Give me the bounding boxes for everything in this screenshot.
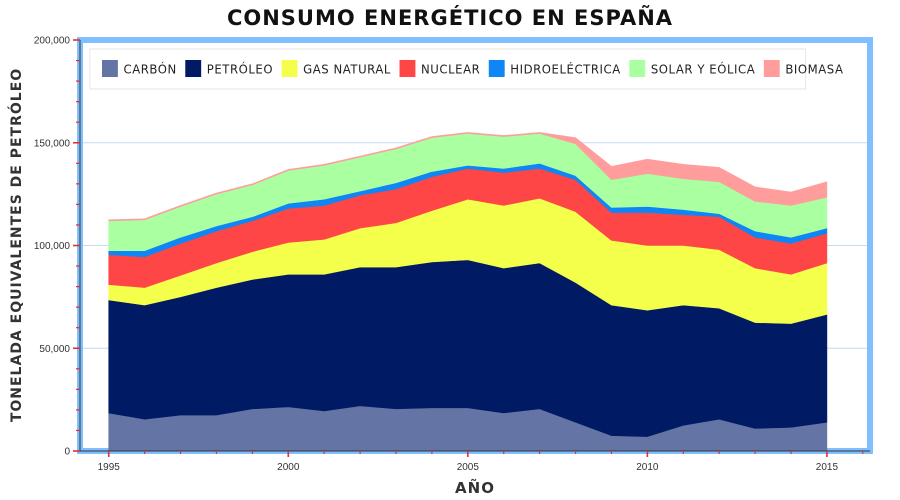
legend-swatch[interactable] (629, 60, 646, 77)
x-tick-label: 2005 (457, 462, 480, 473)
legend-label[interactable]: PETRÓLEO (207, 61, 273, 76)
y-tick-label: 0 (64, 447, 70, 458)
axes: 0 50,000 100,000 150,000 200,000 1995 2000 2005… (34, 36, 870, 473)
y-axis-title: TONELADA EQUIVALENTES DE PETRÓLEO (7, 68, 25, 422)
y-tick-label: 150,000 (34, 138, 71, 149)
y-tick-label: 200,000 (34, 36, 71, 47)
legend-label[interactable]: SOLAR Y EÓLICA (651, 61, 756, 76)
legend-label[interactable]: HIDROELÉCTRICA (510, 61, 621, 76)
legend-box (89, 48, 807, 90)
y-tick-label: 50,000 (39, 344, 70, 355)
legend-label[interactable]: NUCLEAR (421, 62, 480, 76)
x-tick-label: 1995 (98, 462, 121, 473)
y-tick-label: 100,000 (34, 241, 71, 252)
legend-swatch[interactable] (102, 60, 118, 77)
area-biomasa (108, 132, 828, 222)
legend-swatch[interactable] (185, 60, 202, 77)
chart-title: CONSUMO ENERGÉTICO EN ESPAÑA (226, 6, 674, 30)
legend[interactable]: CARBÓN PETRÓLEO GAS NATURAL NUCLEAR HIDROELÉ… (89, 48, 844, 90)
legend-swatch[interactable] (281, 60, 298, 77)
x-tick-label: 2000 (277, 462, 300, 473)
x-axis-title: AÑO (455, 478, 495, 497)
legend-label[interactable]: GAS NATURAL (303, 62, 391, 76)
x-tick-label: 2015 (816, 462, 839, 473)
legend-label[interactable]: CARBÓN (123, 61, 176, 76)
x-tick-label: 2010 (636, 462, 659, 473)
legend-swatch[interactable] (763, 60, 780, 77)
area-series-layer (108, 132, 828, 452)
legend-swatch[interactable] (399, 60, 416, 77)
legend-label[interactable]: BIOMASA (785, 62, 843, 76)
legend-swatch[interactable] (488, 60, 505, 77)
